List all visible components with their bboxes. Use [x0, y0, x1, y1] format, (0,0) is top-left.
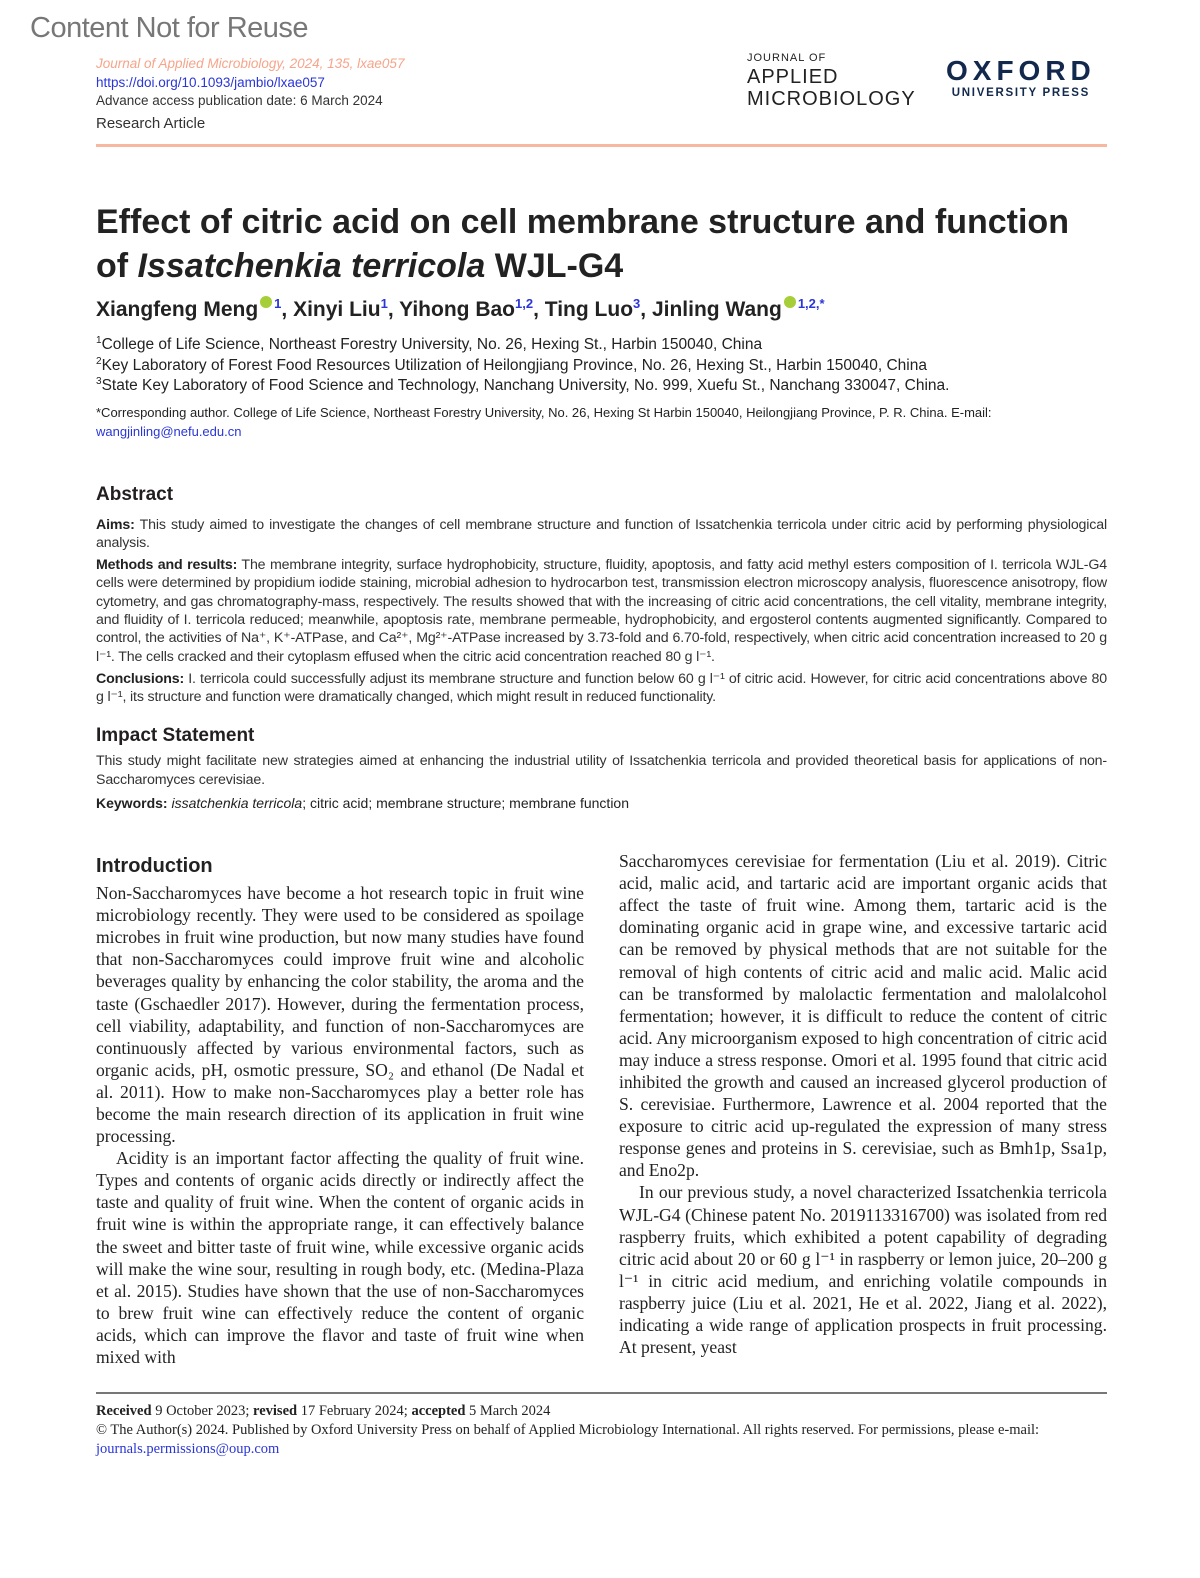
- affiliation-number: 2: [96, 355, 102, 367]
- aims-label: Aims:: [96, 516, 135, 533]
- paragraph: In our previous study, a novel character…: [619, 1182, 1107, 1358]
- orcid-icon[interactable]: [783, 296, 796, 308]
- abstract-aims: Aims: This study aimed to investigate th…: [96, 516, 1107, 553]
- author[interactable]: Xinyi Liu: [293, 298, 381, 321]
- impact-heading: Impact Statement: [96, 725, 255, 747]
- article-title: Effect of citric acid on cell membrane s…: [96, 200, 1107, 288]
- author-affiliation-marker: 1: [274, 296, 282, 311]
- author-list: Xiangfeng Meng 1, Xinyi Liu1, Yihong Bao1…: [96, 296, 825, 321]
- author[interactable]: Jinling Wang: [651, 298, 782, 321]
- accepted-date: 5 March 2024: [465, 1403, 551, 1420]
- author-affiliation-marker: 1,2: [515, 296, 534, 311]
- body-column-left: Introduction Non-Saccharomyces have beco…: [96, 850, 584, 1368]
- title-species: Issatchenkia terricola: [137, 247, 486, 285]
- author[interactable]: Xiangfeng Meng: [96, 298, 259, 321]
- body-columns: Introduction Non-Saccharomyces have beco…: [96, 850, 1107, 1368]
- article-body: Effect of citric acid on cell membrane s…: [96, 200, 1107, 1459]
- keywords-label: Keywords:: [96, 795, 168, 812]
- title-strain: WJL-G4: [485, 247, 624, 285]
- introduction-heading: Introduction: [96, 855, 213, 878]
- author-affiliation-marker: 3: [633, 296, 641, 311]
- publisher-logo: OXFORD UNIVERSITY PRESS: [946, 55, 1096, 100]
- doi-link[interactable]: https://doi.org/10.1093/jambio/lxae057: [96, 75, 325, 90]
- accepted-label: accepted: [411, 1403, 466, 1420]
- abstract-heading: Abstract: [96, 483, 174, 505]
- paragraph: Acidity is an important factor affecting…: [96, 1148, 584, 1368]
- author[interactable]: Yihong Bao: [399, 298, 516, 321]
- methods-label: Methods and results:: [96, 557, 238, 574]
- conclusions-text: I. terricola could successfully adjust i…: [96, 670, 1107, 706]
- author[interactable]: Ting Luo: [544, 298, 634, 321]
- affiliation-text: State Key Laboratory of Food Science and…: [101, 377, 950, 394]
- affiliation-text: College of Life Science, Northeast Fores…: [101, 336, 763, 353]
- permissions-email-link[interactable]: journals.permissions@oup.com: [96, 1441, 280, 1458]
- affiliation: 1College of Life Science, Northeast Fore…: [96, 335, 1107, 356]
- publisher-logo-line2: UNIVERSITY PRESS: [951, 87, 1090, 100]
- author-affiliation-marker: 1,2,*: [797, 296, 825, 311]
- journal-citation: Journal of Applied Microbiology, 2024, 1…: [96, 56, 405, 71]
- publisher-logo-line1: OXFORD: [946, 55, 1096, 86]
- journal-logo: JOURNAL OF APPLIED MICROBIOLOGY: [747, 52, 916, 110]
- journal-logo-line3: MICROBIOLOGY: [747, 88, 916, 110]
- corresponding-author: *Corresponding author. College of Life S…: [96, 403, 1107, 441]
- copyright: © The Author(s) 2024. Published by Oxfor…: [96, 1421, 1107, 1459]
- impact-text: This study might facilitate new strategi…: [96, 753, 1107, 788]
- footer-divider: [96, 1392, 1107, 1395]
- affiliations: 1College of Life Science, Northeast Fore…: [96, 335, 1107, 397]
- keywords-rest: ; citric acid; membrane structure; membr…: [302, 795, 629, 812]
- paragraph: Non-Saccharomyces have become a hot rese…: [96, 883, 584, 1147]
- affiliation: 2Key Laboratory of Forest Food Resources…: [96, 356, 1107, 377]
- revised-label: revised: [253, 1403, 298, 1420]
- abstract-methods: Methods and results: The membrane integr…: [96, 556, 1107, 666]
- author-affiliation-marker: 1: [380, 296, 388, 311]
- affiliation-number: 1: [96, 334, 102, 346]
- journal-logo-line1: JOURNAL OF: [747, 52, 827, 64]
- conclusions-label: Conclusions:: [96, 670, 185, 687]
- paragraph: Saccharomyces cerevisiae for fermentatio…: [619, 851, 1107, 1181]
- keyword-species: issatchenkia terricola: [167, 795, 303, 812]
- history-dates: Received 9 October 2023; revised 17 Febr…: [96, 1402, 1107, 1421]
- header-divider: [96, 144, 1107, 147]
- affiliation-number: 3: [96, 375, 102, 387]
- article-type: Research Article: [96, 115, 206, 132]
- body-column-right: Saccharomyces cerevisiae for fermentatio…: [619, 850, 1107, 1368]
- received-label: Received: [96, 1403, 152, 1420]
- corresponding-text: *Corresponding author. College of Life S…: [96, 404, 992, 420]
- journal-logo-line2: APPLIED: [747, 66, 839, 88]
- watermark: Content Not for Reuse: [30, 12, 309, 44]
- affiliation-text: Key Laboratory of Forest Food Resources …: [101, 356, 927, 374]
- methods-text: The membrane integrity, surface hydropho…: [96, 557, 1107, 665]
- footer: Received 9 October 2023; revised 17 Febr…: [96, 1402, 1107, 1459]
- copyright-text: © The Author(s) 2024. Published by Oxfor…: [96, 1422, 1040, 1439]
- title-text: Effect of citric acid on cell membrane s…: [96, 203, 1069, 285]
- revised-date: 17 February 2024;: [297, 1403, 412, 1420]
- advance-access-date: Advance access publication date: 6 March…: [96, 93, 383, 108]
- orcid-icon[interactable]: [260, 296, 273, 308]
- aims-text: This study aimed to investigate the chan…: [96, 516, 1107, 551]
- keywords: Keywords: issatchenkia terricola; citric…: [96, 794, 1107, 812]
- affiliation: 3State Key Laboratory of Food Science an…: [96, 376, 1107, 397]
- received-date: 9 October 2023;: [151, 1403, 254, 1420]
- abstract-conclusions: Conclusions: I. terricola could successf…: [96, 670, 1107, 707]
- corresponding-email-link[interactable]: wangjinling@nefu.edu.cn: [96, 423, 242, 439]
